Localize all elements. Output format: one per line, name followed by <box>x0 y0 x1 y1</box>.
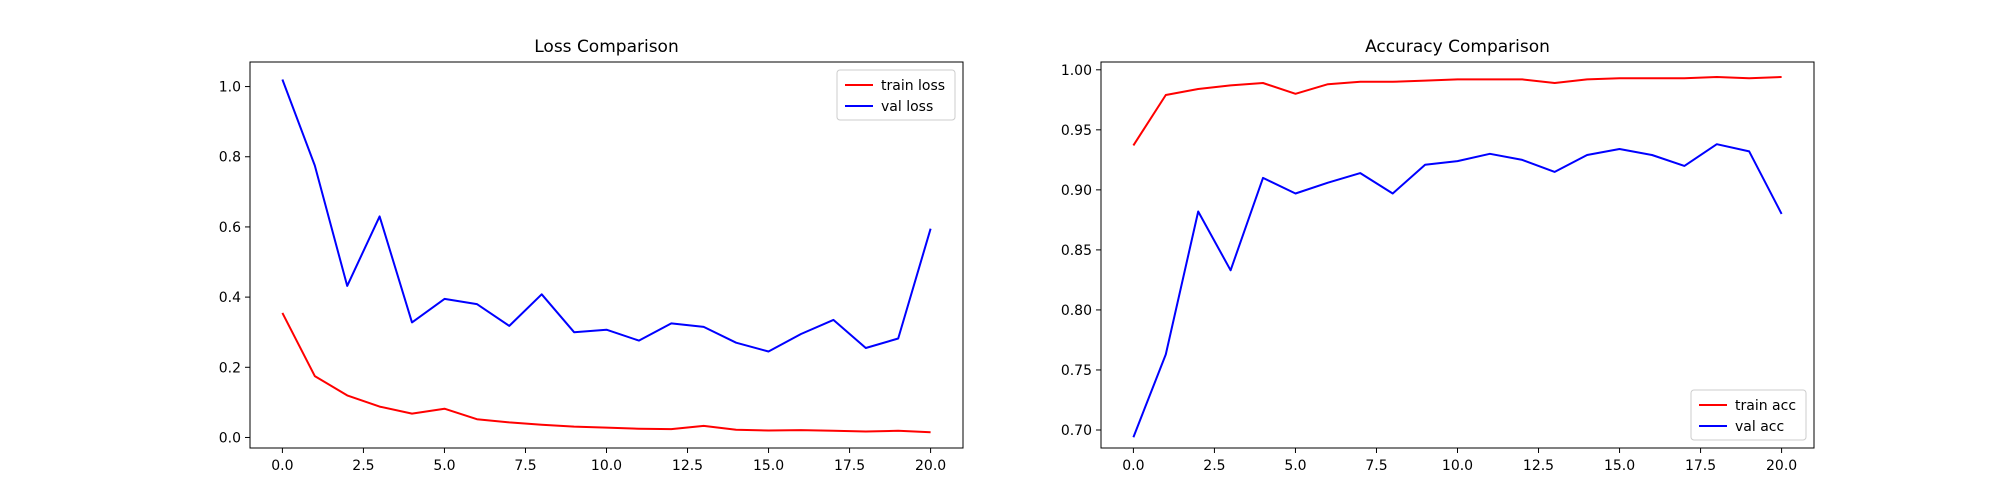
x-tick-label: 20.0 <box>915 458 946 474</box>
x-tick-label: 0.0 <box>271 458 293 474</box>
x-tick-label: 7.5 <box>514 458 536 474</box>
y-tick-label: 0.6 <box>219 220 241 236</box>
y-tick-label: 0.95 <box>1061 123 1092 139</box>
legend: train acc val acc <box>1690 389 1807 441</box>
series-line-val-loss <box>281 79 932 353</box>
chart-2: Accuracy Comparison 0.0 2.5 5.0 7.5 10.0 12.5 1… <box>1061 37 1815 474</box>
x-tick-label: 5.0 <box>433 458 455 474</box>
x-tick-label: 15.0 <box>753 458 784 474</box>
series-line-train-acc <box>1132 76 1782 146</box>
x-tick-label: 7.5 <box>1365 458 1387 474</box>
legend-entry: val acc <box>1735 419 1784 435</box>
legend-box <box>836 69 956 121</box>
legend-box <box>1690 389 1807 441</box>
y-tick-label: 0.80 <box>1061 303 1092 319</box>
legend-entry: train loss <box>881 78 945 94</box>
y-tick-label: 0.85 <box>1061 243 1092 259</box>
y-tick-label: 0.4 <box>219 290 241 306</box>
legend-entry: val loss <box>881 99 933 115</box>
legend-entry: train acc <box>1735 398 1796 414</box>
x-tick-label: 10.0 <box>591 458 622 474</box>
chart-title: Accuracy Comparison <box>1365 37 1550 57</box>
y-tick-label: 0.75 <box>1061 363 1092 379</box>
y-tick-label: 1.0 <box>219 80 241 96</box>
x-tick-label: 12.5 <box>1523 458 1554 474</box>
x-tick-label: 20.0 <box>1766 458 1797 474</box>
y-tick-label: 0.90 <box>1061 183 1092 199</box>
x-tick-label: 15.0 <box>1604 458 1635 474</box>
series-line-val-acc <box>1132 143 1783 438</box>
x-tick-label: 10.0 <box>1442 458 1473 474</box>
y-tick-label: 1.00 <box>1061 63 1092 79</box>
x-tick-label: 2.5 <box>352 458 374 474</box>
legend: train loss val loss <box>836 69 956 121</box>
x-tick-label: 17.5 <box>834 458 865 474</box>
x-tick-label: 17.5 <box>1685 458 1716 474</box>
series-line-train-loss <box>281 312 931 434</box>
chart-title: Loss Comparison <box>534 37 678 57</box>
y-tick-label: 0.0 <box>219 430 241 446</box>
x-tick-label: 12.5 <box>672 458 703 474</box>
chart-1: Loss Comparison 0.0 2.5 5.0 7.5 10.0 12.5 15.0 1… <box>219 37 964 474</box>
x-tick-label: 0.0 <box>1122 458 1144 474</box>
x-tick-label: 2.5 <box>1203 458 1225 474</box>
x-tick-label: 5.0 <box>1284 458 1306 474</box>
y-tick-label: 0.70 <box>1061 423 1092 439</box>
y-tick-label: 0.8 <box>219 150 241 166</box>
y-tick-label: 0.2 <box>219 360 241 376</box>
